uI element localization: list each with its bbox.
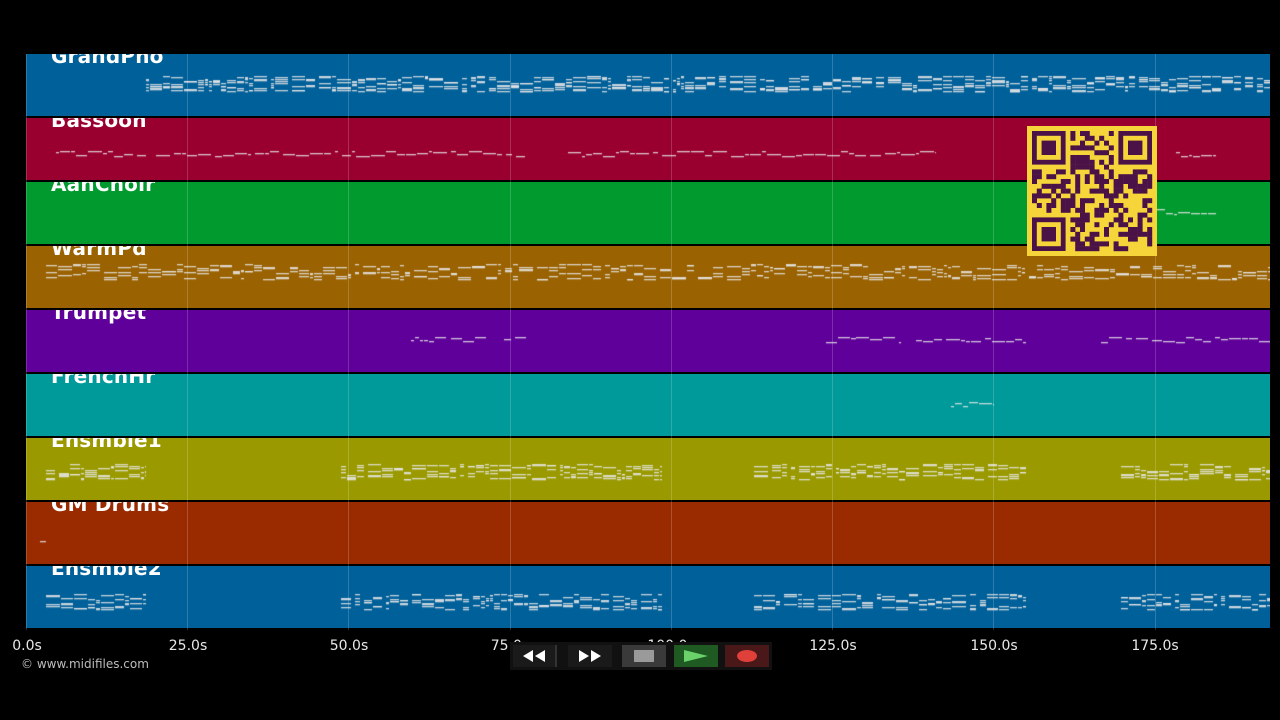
time-tick-label: 25.0s <box>168 638 208 654</box>
track-name: FrenchHr <box>51 374 156 388</box>
track-lane: Ensmble1 <box>26 438 1270 500</box>
track-lane: GM Drums <box>26 502 1270 564</box>
note-strip <box>26 374 1270 436</box>
fast-forward-button[interactable] <box>568 645 612 667</box>
fast-forward-icon <box>579 650 601 662</box>
track-name: Bassoon <box>51 118 147 132</box>
play-button[interactable] <box>674 645 718 667</box>
note-strip <box>26 566 1270 628</box>
stop-icon <box>634 650 654 662</box>
transport-bar <box>510 642 772 670</box>
time-tick-label: 150.0s <box>970 638 1018 654</box>
note-strip <box>26 310 1270 372</box>
time-tick-label: 175.0s <box>1131 638 1179 654</box>
time-tick-label: 50.0s <box>329 638 369 654</box>
copyright-notice: © www.midifiles.com <box>21 657 149 671</box>
note-strip <box>26 54 1270 116</box>
note-strip <box>26 246 1270 308</box>
track-lane: Ensmble2 <box>26 566 1270 628</box>
note-strip <box>26 502 1270 564</box>
track-name: AahChoir <box>51 182 156 196</box>
track-name: GrandPno <box>51 54 164 68</box>
track-name: Trumpet <box>51 310 147 324</box>
qr-code-icon <box>1027 126 1157 256</box>
note-strip <box>26 438 1270 500</box>
track-name: Ensmble2 <box>51 566 162 580</box>
stop-button[interactable] <box>622 645 666 667</box>
track-lane: GrandPno <box>26 54 1270 116</box>
time-tick-label: 0.0s <box>12 638 42 654</box>
time-tick-label: 125.0s <box>809 638 857 654</box>
track-name: GM Drums <box>51 502 170 516</box>
rewind-button[interactable] <box>513 645 557 667</box>
record-button[interactable] <box>725 645 769 667</box>
track-lane: Trumpet <box>26 310 1270 372</box>
track-lane: FrenchHr <box>26 374 1270 436</box>
track-lane: WarmPd <box>26 246 1270 308</box>
track-name: WarmPd <box>51 246 147 260</box>
rewind-icon <box>523 650 545 662</box>
record-icon <box>737 650 757 662</box>
play-icon <box>684 650 708 662</box>
track-name: Ensmble1 <box>51 438 162 452</box>
